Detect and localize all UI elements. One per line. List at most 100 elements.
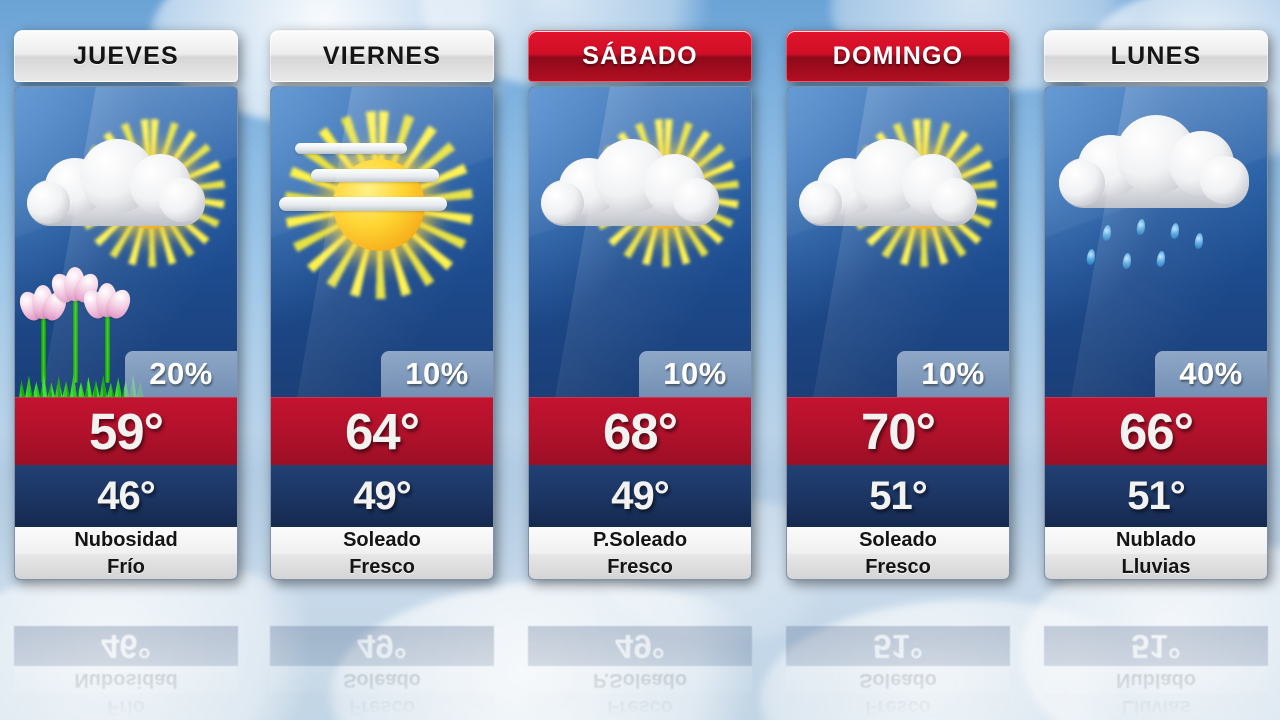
day-name-label: SÁBADO bbox=[582, 41, 698, 70]
forecast-card[interactable]: JUEVES 20% 59° 46° Nubosidad Frío bbox=[14, 30, 238, 580]
partly-cloudy-sun-icon bbox=[529, 101, 751, 291]
condition-row-secondary: Lluvias bbox=[1045, 554, 1267, 579]
forecast-card[interactable]: SÁBADO 10% 68° 49° P.Soleado Fresco bbox=[528, 30, 752, 580]
condition-primary-label: Nubosidad bbox=[74, 529, 178, 551]
high-temperature-band: 68° bbox=[529, 397, 751, 465]
condition-primary-label: Nublado bbox=[1116, 529, 1196, 551]
high-temperature-label: 68° bbox=[602, 402, 678, 460]
condition-row-secondary: Fresco bbox=[271, 554, 493, 579]
raindrop-icon bbox=[1193, 232, 1205, 250]
card-body: 10% 68° 49° P.Soleado Fresco bbox=[528, 86, 752, 580]
high-temperature-band: 66° bbox=[1045, 397, 1267, 465]
thin-cloud-streak-icon bbox=[295, 143, 407, 154]
card-body: 40% 66° 51° Nublado Lluvias bbox=[1044, 86, 1268, 580]
day-name-label: LUNES bbox=[1110, 41, 1202, 70]
day-header[interactable]: DOMINGO bbox=[786, 30, 1010, 82]
card-body: 10% 70° 51° Soleado Fresco bbox=[786, 86, 1010, 580]
condition-row-secondary: Fresco bbox=[787, 554, 1009, 579]
condition-secondary-label: Fresco bbox=[607, 556, 673, 578]
weather-icon-pane: 10% bbox=[787, 87, 1009, 397]
precipitation-badge: 10% bbox=[381, 351, 493, 397]
condition-row-primary: Nublado bbox=[1045, 527, 1267, 554]
precipitation-badge: 40% bbox=[1155, 351, 1267, 397]
low-temperature-label: 49° bbox=[611, 473, 669, 518]
forecast-card[interactable]: LUNES 40% 66° 51° Nublado Lluvias bbox=[1044, 30, 1268, 580]
condition-secondary-label: Fresco bbox=[349, 556, 415, 578]
condition-primary-label: P.Soleado bbox=[592, 529, 688, 551]
forecast-card[interactable]: VIERNES 10% 64° 49° Soleado Fresco bbox=[270, 30, 494, 580]
day-header[interactable]: SÁBADO bbox=[528, 30, 752, 82]
precipitation-badge: 10% bbox=[639, 351, 751, 397]
low-temperature-band: 51° bbox=[787, 465, 1009, 527]
weather-icon-pane: 40% bbox=[1045, 87, 1267, 397]
high-temperature-band: 70° bbox=[787, 397, 1009, 465]
sun-icon bbox=[77, 119, 225, 267]
cloud-icon bbox=[1059, 115, 1249, 214]
low-temperature-band: 46° bbox=[15, 465, 237, 527]
condition-row-primary: Soleado bbox=[787, 527, 1009, 554]
weather-icon-pane: 20% bbox=[15, 87, 237, 397]
low-temperature-label: 46° bbox=[97, 473, 155, 518]
precipitation-label: 20% bbox=[149, 356, 213, 391]
condition-row-primary: P.Soleado bbox=[529, 527, 751, 554]
precipitation-label: 10% bbox=[405, 356, 469, 391]
day-name-label: VIERNES bbox=[322, 41, 442, 70]
high-temperature-label: 59° bbox=[88, 402, 164, 460]
low-temperature-label: 51° bbox=[1127, 473, 1185, 518]
precipitation-badge: 10% bbox=[897, 351, 1009, 397]
condition-row-primary: Nubosidad bbox=[15, 527, 237, 554]
day-header[interactable]: JUEVES bbox=[14, 30, 238, 82]
low-temperature-band: 51° bbox=[1045, 465, 1267, 527]
day-name-label: DOMINGO bbox=[832, 41, 964, 70]
sun-icon bbox=[849, 119, 997, 267]
day-header[interactable]: VIERNES bbox=[270, 30, 494, 82]
condition-primary-label: Soleado bbox=[859, 529, 937, 551]
condition-row-primary: Soleado bbox=[271, 527, 493, 554]
card-body: 10% 64° 49° Soleado Fresco bbox=[270, 86, 494, 580]
high-temperature-label: 66° bbox=[1118, 402, 1194, 460]
thin-cloud-streak-icon bbox=[279, 197, 447, 211]
sun-icon bbox=[591, 119, 739, 267]
condition-row-secondary: Frío bbox=[15, 554, 237, 579]
high-temperature-band: 59° bbox=[15, 397, 237, 465]
weather-icon-pane: 10% bbox=[529, 87, 751, 397]
low-temperature-band: 49° bbox=[529, 465, 751, 527]
raindrop-icon bbox=[1135, 218, 1147, 236]
weather-icon-pane: 10% bbox=[271, 87, 493, 397]
partly-cloudy-sun-icon bbox=[787, 101, 1009, 291]
spring-flowers-icon bbox=[15, 267, 143, 397]
card-body: 20% 59° 46° Nubosidad Frío bbox=[14, 86, 238, 580]
precipitation-badge: 20% bbox=[125, 351, 237, 397]
precipitation-label: 40% bbox=[1179, 356, 1243, 391]
low-temperature-label: 49° bbox=[353, 473, 411, 518]
thin-cloud-streak-icon bbox=[311, 169, 439, 182]
grass-icon bbox=[19, 373, 143, 397]
high-temperature-band: 64° bbox=[271, 397, 493, 465]
condition-primary-label: Soleado bbox=[343, 529, 421, 551]
cloud-icon bbox=[541, 139, 719, 232]
day-name-label: JUEVES bbox=[73, 41, 179, 70]
precipitation-label: 10% bbox=[663, 356, 727, 391]
day-header[interactable]: LUNES bbox=[1044, 30, 1268, 82]
raindrop-icon bbox=[1155, 250, 1167, 268]
precipitation-label: 10% bbox=[921, 356, 985, 391]
forecast-card[interactable]: DOMINGO 10% 70° 51° Soleado Fresco bbox=[786, 30, 1010, 580]
condition-secondary-label: Lluvias bbox=[1121, 556, 1191, 578]
low-temperature-band: 49° bbox=[271, 465, 493, 527]
condition-row-secondary: Fresco bbox=[529, 554, 751, 579]
high-temperature-label: 64° bbox=[344, 402, 420, 460]
cloud-icon bbox=[799, 139, 977, 232]
condition-secondary-label: Fresco bbox=[865, 556, 931, 578]
raindrop-icon bbox=[1101, 224, 1113, 242]
partly-cloudy-sun-icon bbox=[15, 101, 237, 291]
high-temperature-label: 70° bbox=[860, 402, 936, 460]
low-temperature-label: 51° bbox=[869, 473, 927, 518]
sun-with-thin-clouds-icon bbox=[271, 101, 493, 300]
raindrop-icon bbox=[1085, 248, 1097, 266]
condition-secondary-label: Frío bbox=[107, 556, 145, 578]
raindrop-icon bbox=[1121, 252, 1133, 270]
raindrop-icon bbox=[1169, 222, 1181, 240]
cloud-icon bbox=[27, 139, 205, 232]
rain-cloud-icon bbox=[1045, 101, 1267, 291]
